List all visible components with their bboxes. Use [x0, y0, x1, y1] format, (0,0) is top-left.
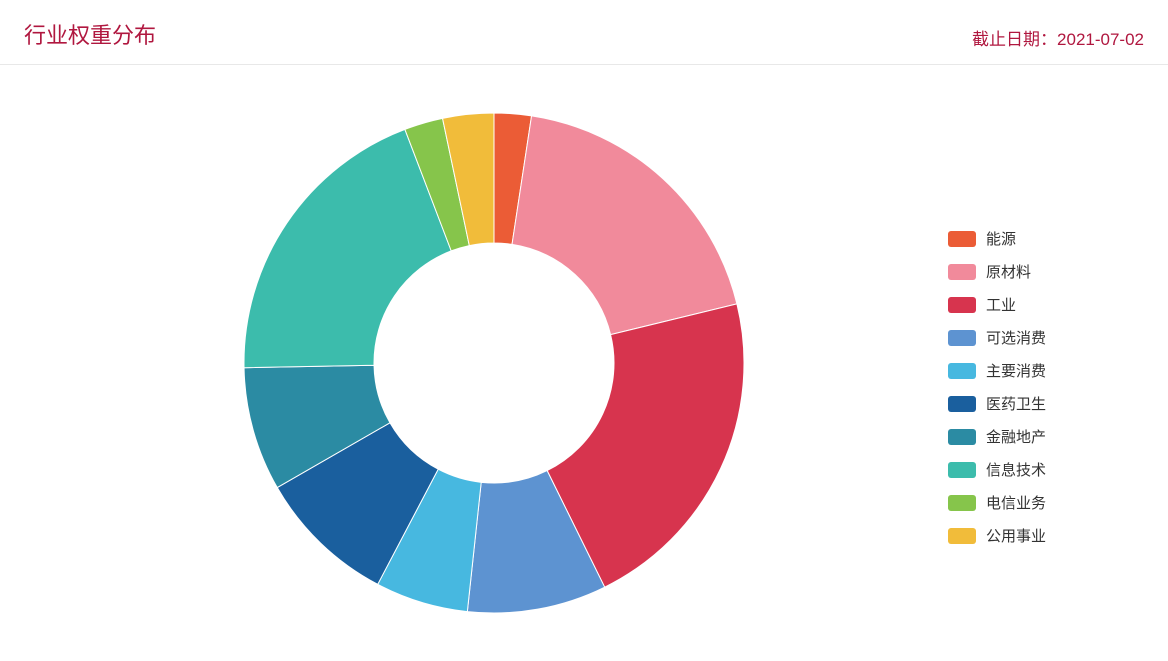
legend-swatch — [948, 297, 976, 313]
donut-chart — [234, 103, 754, 623]
legend-item[interactable]: 原材料 — [948, 261, 1144, 282]
legend-swatch — [948, 495, 976, 511]
page-title: 行业权重分布 — [24, 18, 156, 50]
legend-label: 能源 — [986, 228, 1016, 249]
legend-item[interactable]: 能源 — [948, 228, 1144, 249]
page-container: 行业权重分布 截止日期：2021-07-02 能源原材料工业可选消费主要消费医药… — [0, 0, 1168, 661]
legend-label: 金融地产 — [986, 426, 1046, 447]
legend-item[interactable]: 信息技术 — [948, 459, 1144, 480]
legend-swatch — [948, 462, 976, 478]
legend-label: 原材料 — [986, 261, 1031, 282]
legend-swatch — [948, 429, 976, 445]
legend-swatch — [948, 264, 976, 280]
legend-swatch — [948, 363, 976, 379]
date-value: 2021-07-02 — [1057, 30, 1144, 49]
donut-slice[interactable] — [512, 116, 737, 335]
legend: 能源原材料工业可选消费主要消费医药卫生金融地产信息技术电信业务公用事业 — [948, 168, 1168, 558]
legend-swatch — [948, 528, 976, 544]
legend-label: 主要消费 — [986, 360, 1046, 381]
legend-item[interactable]: 公用事业 — [948, 525, 1144, 546]
legend-label: 工业 — [986, 294, 1016, 315]
donut-chart-wrap — [0, 65, 948, 661]
legend-label: 可选消费 — [986, 327, 1046, 348]
legend-label: 电信业务 — [986, 492, 1046, 513]
legend-swatch — [948, 231, 976, 247]
legend-item[interactable]: 电信业务 — [948, 492, 1144, 513]
legend-label: 医药卫生 — [986, 393, 1046, 414]
chart-area: 能源原材料工业可选消费主要消费医药卫生金融地产信息技术电信业务公用事业 — [0, 65, 1168, 661]
legend-swatch — [948, 330, 976, 346]
legend-item[interactable]: 可选消费 — [948, 327, 1144, 348]
legend-item[interactable]: 工业 — [948, 294, 1144, 315]
legend-swatch — [948, 396, 976, 412]
legend-item[interactable]: 主要消费 — [948, 360, 1144, 381]
cutoff-date: 截止日期：2021-07-02 — [972, 25, 1144, 50]
header: 行业权重分布 截止日期：2021-07-02 — [0, 0, 1168, 65]
legend-item[interactable]: 金融地产 — [948, 426, 1144, 447]
legend-label: 信息技术 — [986, 459, 1046, 480]
legend-label: 公用事业 — [986, 525, 1046, 546]
date-label: 截止日期： — [972, 30, 1057, 49]
legend-item[interactable]: 医药卫生 — [948, 393, 1144, 414]
